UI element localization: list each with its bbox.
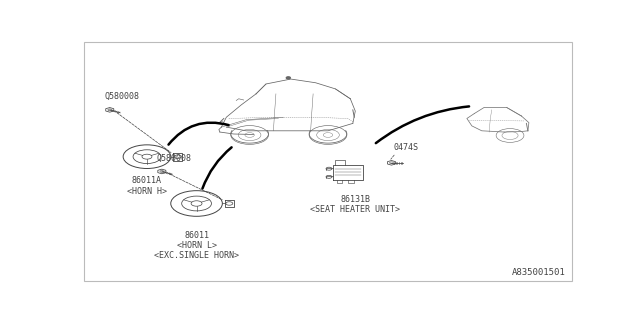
- Circle shape: [286, 77, 291, 79]
- Text: 86131B
<SEAT HEATER UNIT>: 86131B <SEAT HEATER UNIT>: [310, 195, 400, 214]
- Text: A835001501: A835001501: [513, 268, 566, 277]
- Text: 86011A
<HORN H>: 86011A <HORN H>: [127, 176, 167, 196]
- Text: 0474S: 0474S: [394, 143, 419, 152]
- Text: Q580008: Q580008: [105, 92, 140, 101]
- Text: Q580008: Q580008: [157, 154, 192, 163]
- Text: 86011
<HORN L>
<EXC.SINGLE HORN>: 86011 <HORN L> <EXC.SINGLE HORN>: [154, 231, 239, 260]
